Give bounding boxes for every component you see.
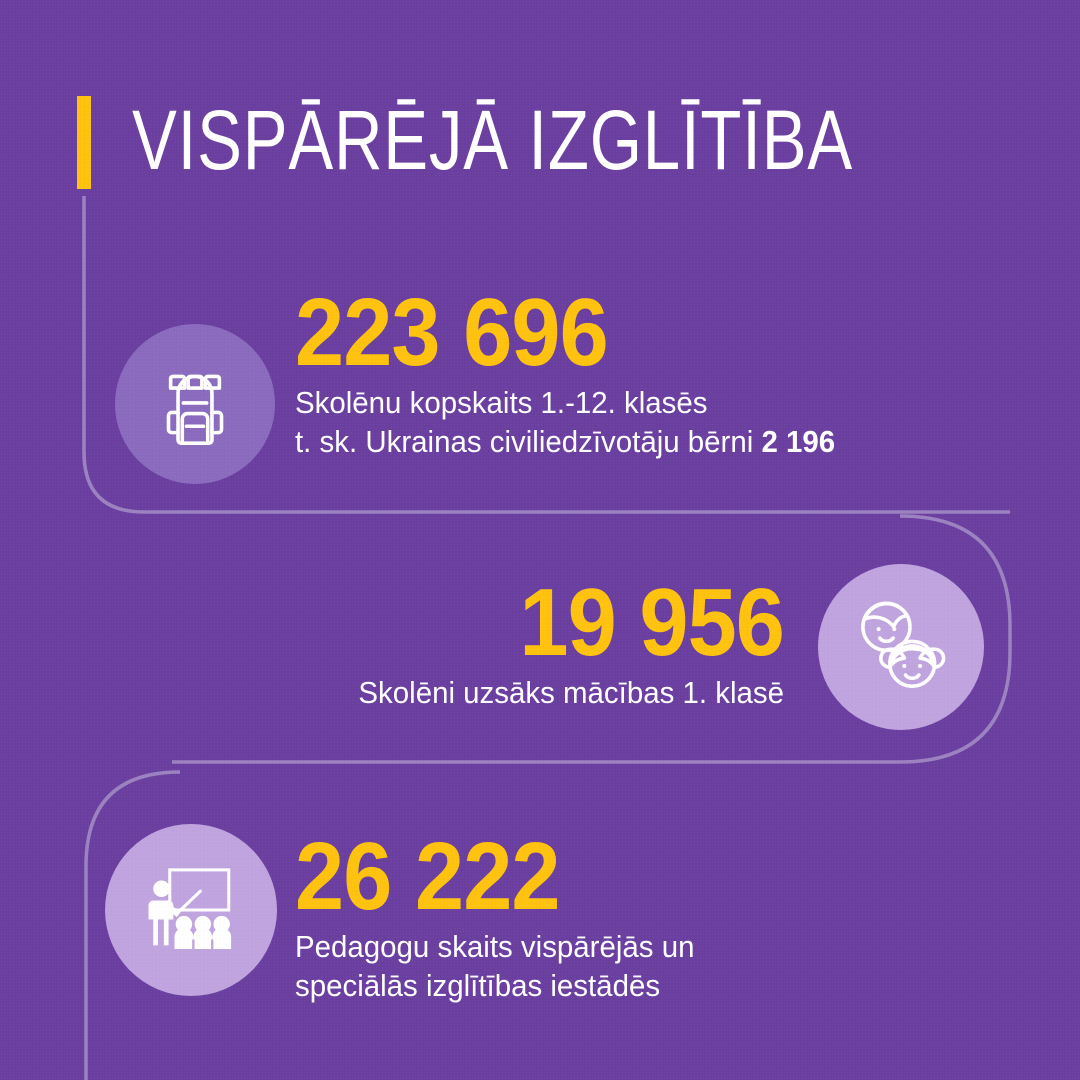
stat-caption-line-1: Pedagogu skaits vispārējās un: [295, 929, 695, 964]
stat-caption-line-2-text: t. sk. Ukrainas civiliedzīvotāju bērni: [295, 424, 762, 459]
page-title: VISPĀRĒJĀ IZGLĪTĪBA: [77, 96, 1033, 189]
stat-caption-line-1: Skolēnu kopskaits 1.-12. klasēs: [295, 385, 708, 420]
stat-caption-line-2: t. sk. Ukrainas civiliedzīvotāju bērni 2…: [295, 422, 835, 461]
teacher-classroom-icon: [105, 824, 277, 996]
backpack-icon: [115, 324, 275, 484]
stat-caption-line-1: Skolēni uzsāks mācības 1. klasē: [358, 675, 784, 710]
connector-segment-middle: [172, 514, 1012, 764]
stat-caption-line-2-value: 2 196: [761, 424, 836, 459]
stat-number: 26 222: [295, 823, 561, 930]
children-faces-icon: [818, 564, 984, 730]
stat-caption-line-2: speciālās izglītības iestādēs: [295, 968, 661, 1003]
stat-block-first-graders: 19 956 Skolēni uzsāks mācības 1. klasē: [336, 569, 785, 712]
stat-block-teachers: 26 222 Pedagogu skaits vispārējās un spe…: [295, 827, 715, 1005]
stat-number: 223 696: [295, 279, 609, 386]
stat-block-students-total: 223 696 Skolēnu kopskaits 1.-12. klasēs …: [295, 283, 864, 461]
title-accent-bar: [77, 96, 91, 189]
connector-segment-top: [82, 196, 1010, 514]
stat-number: 19 956: [519, 569, 785, 676]
title-label: VISPĀRĒJĀ IZGLĪTĪBA: [132, 93, 853, 187]
connector-segment-bottom: [84, 770, 181, 1080]
